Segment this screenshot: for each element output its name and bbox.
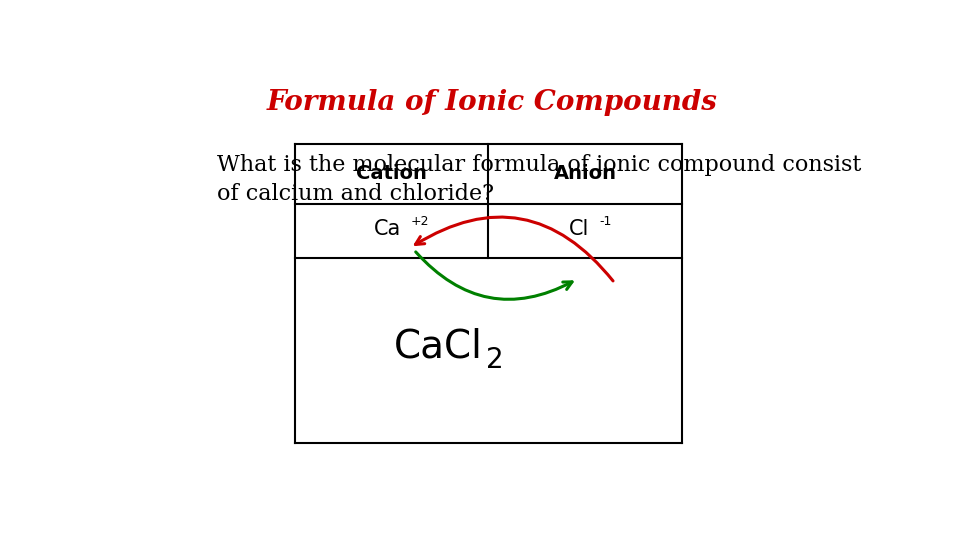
Text: 2: 2 <box>486 346 504 374</box>
Text: +2: +2 <box>411 215 429 228</box>
Text: Ca: Ca <box>374 219 401 239</box>
Text: What is the molecular formula of ionic compound consist: What is the molecular formula of ionic c… <box>217 153 861 176</box>
Text: -1: -1 <box>600 215 612 228</box>
Text: of calcium and chloride?: of calcium and chloride? <box>217 183 493 205</box>
Text: CaCl: CaCl <box>395 327 483 366</box>
Text: Cation: Cation <box>356 165 427 184</box>
Text: Cl: Cl <box>569 219 589 239</box>
Text: Formula of Ionic Compounds: Formula of Ionic Compounds <box>267 89 717 116</box>
Text: Anion: Anion <box>554 165 616 184</box>
